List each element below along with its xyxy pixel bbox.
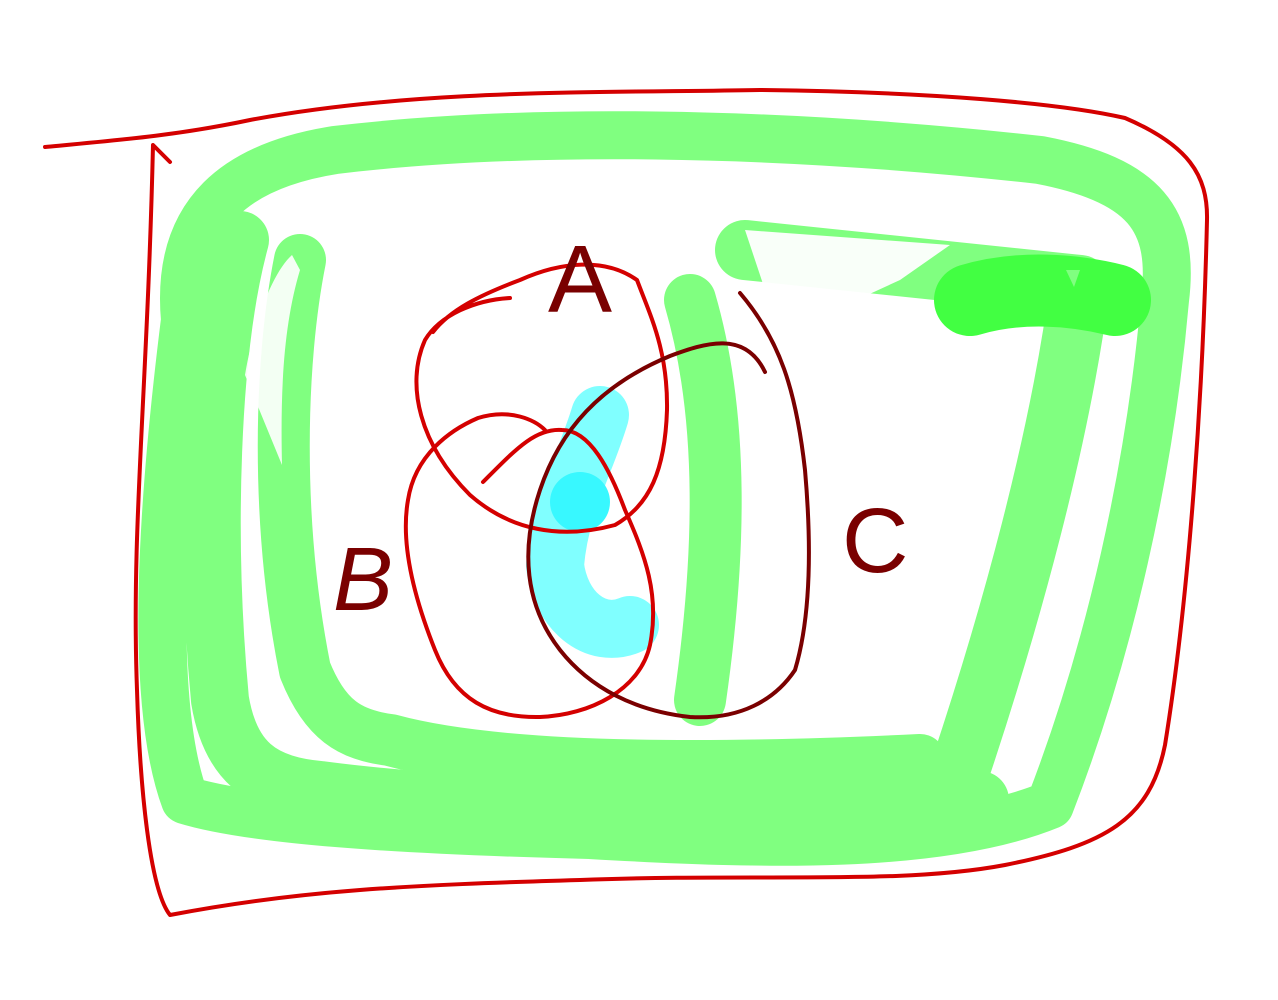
set-b-label: B (333, 530, 393, 630)
complement-highlight (138, 111, 1191, 866)
set-a-outline (414, 262, 670, 534)
set-b-outline (403, 412, 656, 720)
pen-notch (1066, 270, 1080, 287)
green-stroke-4 (664, 274, 742, 726)
universe-outline (43, 88, 1210, 917)
white-gap-left (245, 255, 300, 465)
dark-green-mark (934, 254, 1151, 336)
green-fill-blob (138, 111, 1191, 866)
cyan-intersection-stroke (526, 386, 659, 658)
white-gap-right (745, 230, 950, 335)
cyan-intersection-dot (550, 472, 610, 532)
intersection-highlight (526, 386, 659, 658)
green-stroke-2 (257, 234, 946, 792)
set-c-label: C (842, 490, 908, 592)
set-a-label: A (548, 226, 612, 333)
green-stroke-1 (182, 211, 1009, 838)
set-c-outline (526, 291, 811, 720)
